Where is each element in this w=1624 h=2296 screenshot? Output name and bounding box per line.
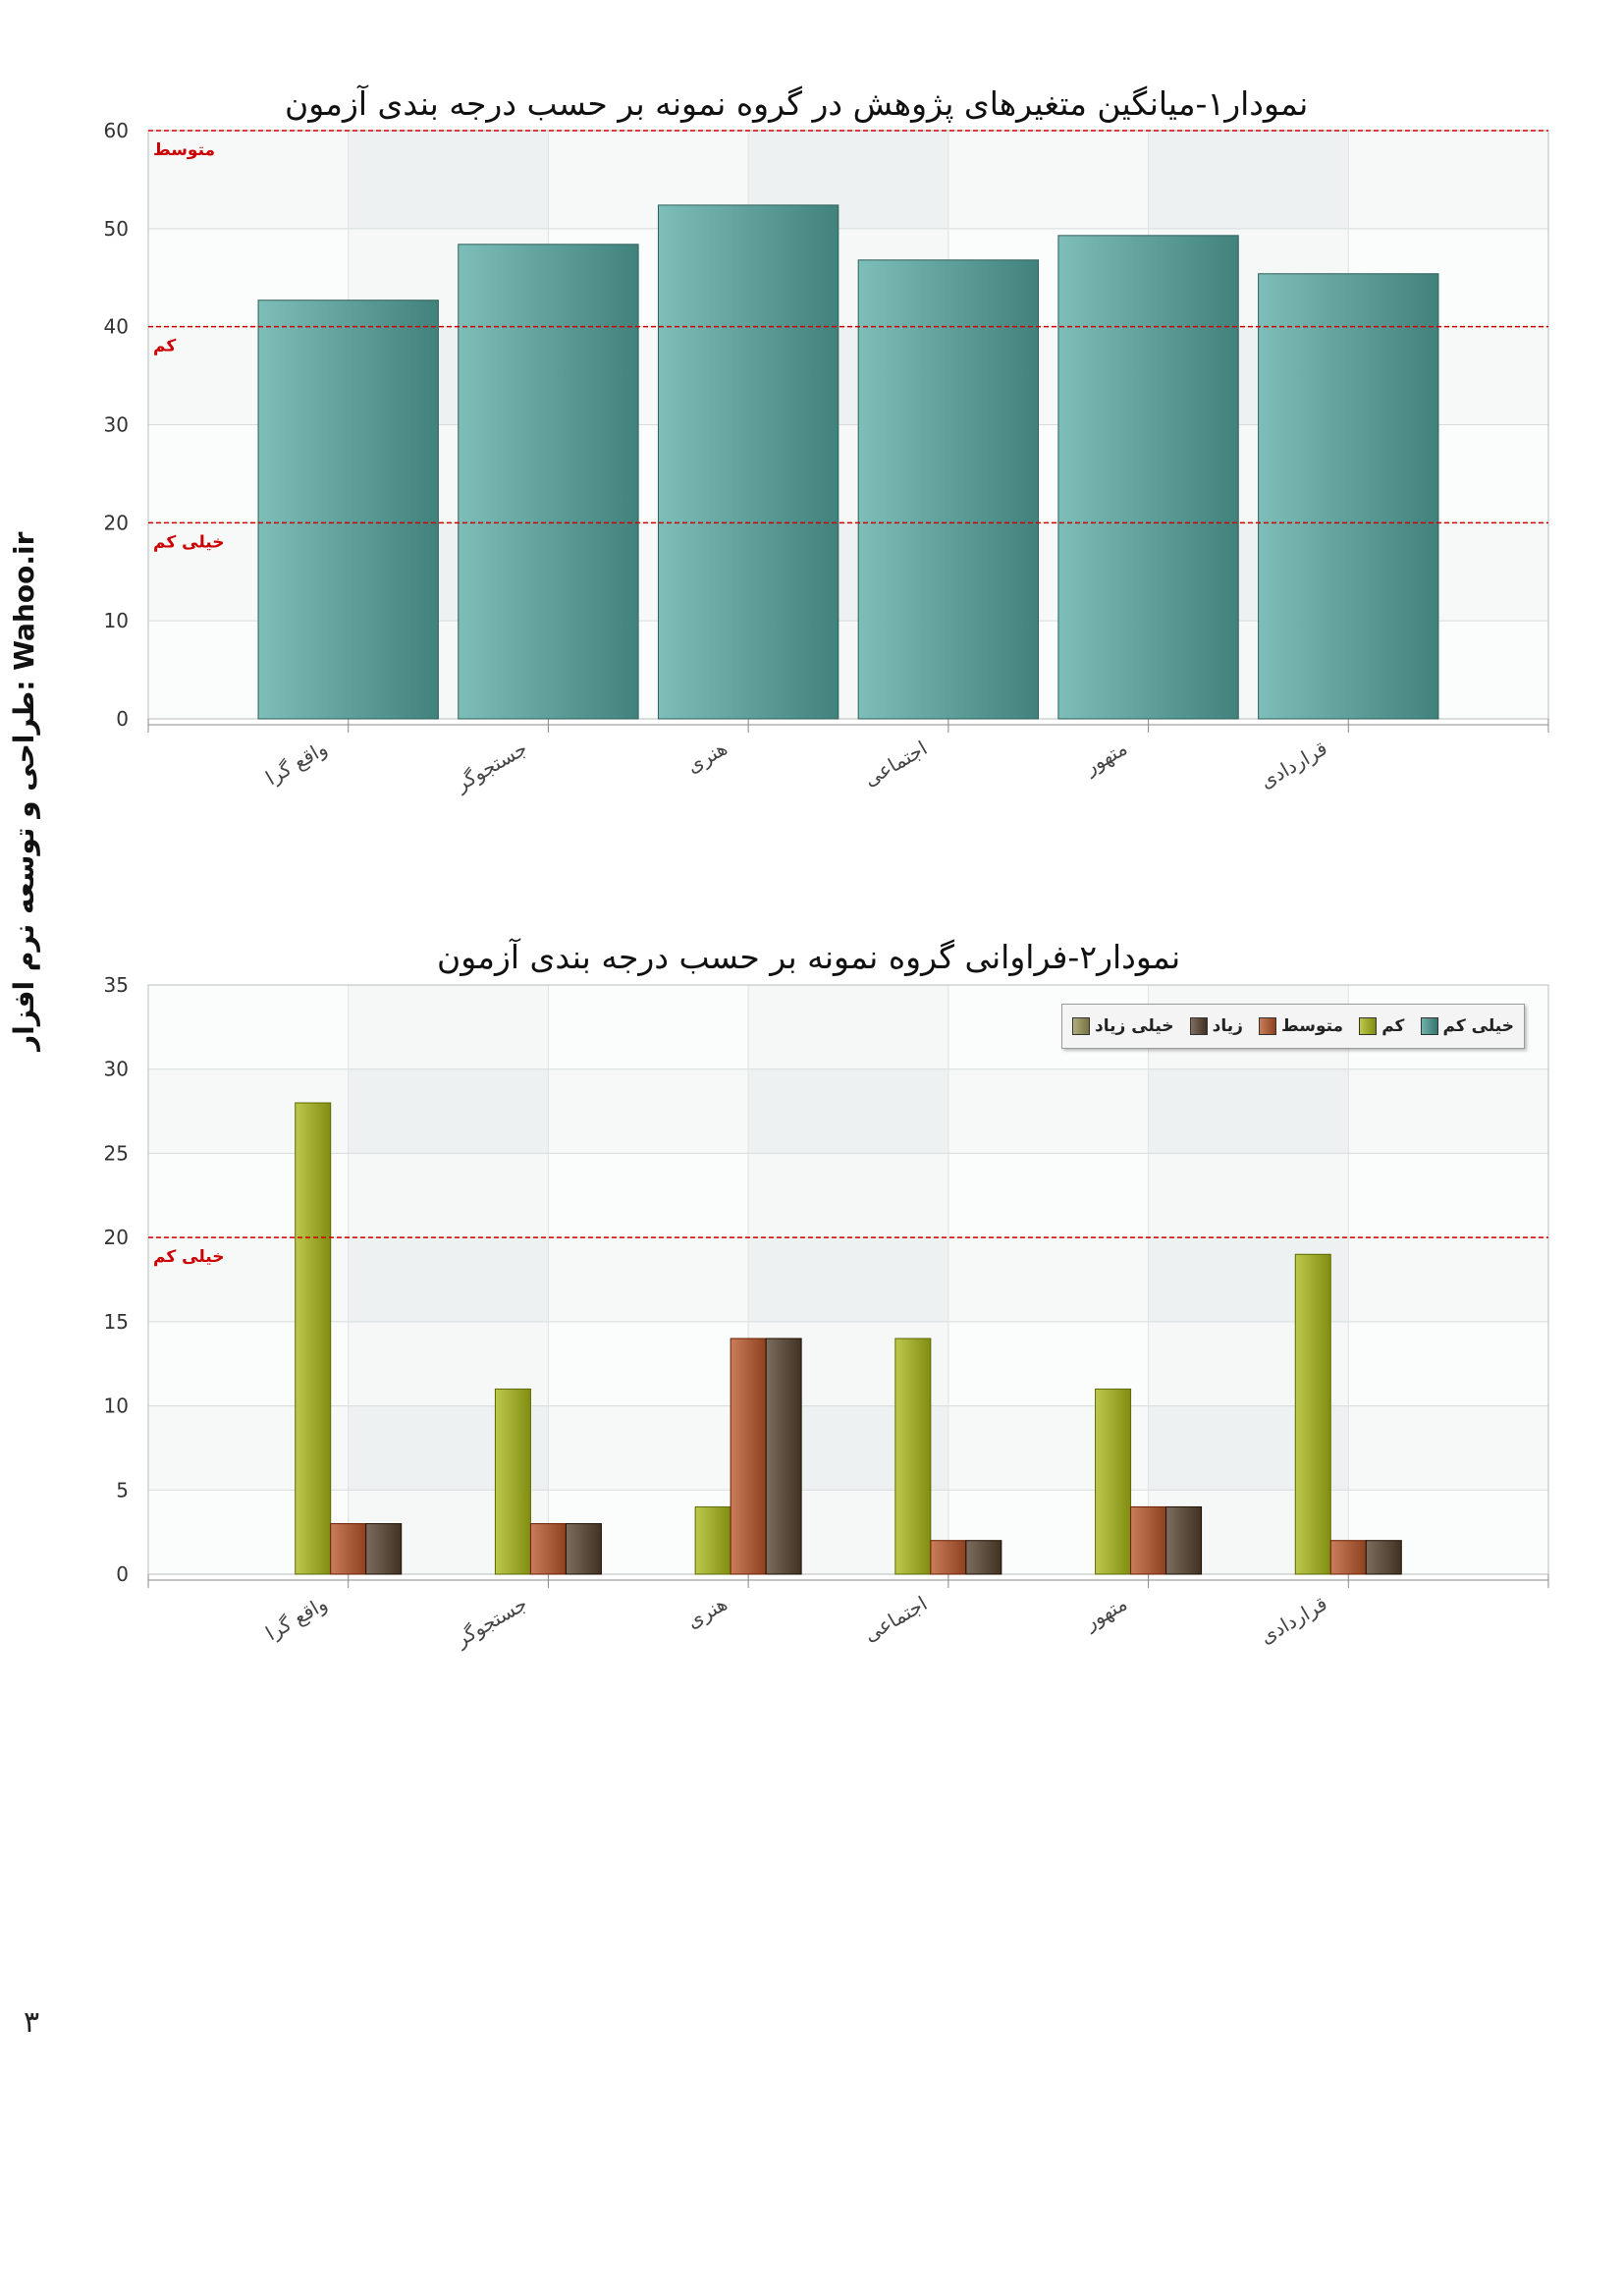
legend-item: زیاد: [1189, 1016, 1243, 1036]
bar: [965, 1540, 1002, 1575]
y-tick-label: 15: [104, 1310, 129, 1334]
bar: [1365, 1540, 1402, 1575]
y-tick-label: 10: [104, 1394, 129, 1418]
bar: [1258, 273, 1439, 720]
bar: [494, 1388, 531, 1575]
x-tick-label: هنری: [682, 1592, 731, 1633]
plot-hband: [148, 1153, 1548, 1238]
reference-line-label: متوسط: [153, 140, 215, 160]
bar: [1294, 1253, 1331, 1575]
legend-item: خیلی زیاد: [1072, 1016, 1174, 1036]
y-tick-label: 5: [116, 1478, 129, 1502]
legend-label: کم: [1381, 1016, 1405, 1036]
bar: [930, 1540, 967, 1575]
bar: [1130, 1505, 1167, 1575]
bar: [1057, 235, 1239, 720]
legend-label: خیلی کم: [1442, 1016, 1514, 1036]
bar: [365, 1523, 403, 1575]
y-tick-label: 0: [116, 1562, 129, 1586]
y-tick-label: 35: [104, 973, 129, 997]
y-tick-label: 20: [104, 1226, 129, 1249]
reference-line-label: خیلی کم: [153, 1247, 224, 1267]
bar: [295, 1102, 332, 1575]
legend-swatch: [1420, 1017, 1438, 1035]
y-tick-label: 30: [104, 1058, 129, 1081]
bar: [894, 1338, 932, 1575]
x-tick-label: اجتماعی: [860, 1592, 932, 1647]
legend-swatch: [1259, 1017, 1277, 1035]
y-tick-label: 0: [116, 707, 129, 731]
bar: [458, 244, 639, 720]
y-tick-label: 20: [104, 511, 129, 534]
y-tick-label: 50: [104, 217, 129, 241]
legend-swatch: [1359, 1017, 1378, 1035]
bar: [565, 1523, 602, 1575]
y-tick-label: 40: [104, 315, 129, 339]
bar: [1165, 1505, 1203, 1575]
chart2-legend: خیلی کم کم متوسط زیاد خیلی زیاد: [1061, 1004, 1525, 1049]
plot-hband: [148, 1321, 1548, 1406]
x-tick-label: جستجوگر: [451, 1592, 531, 1652]
bar: [694, 1505, 731, 1575]
x-tick-label: قراردادی: [1256, 1592, 1331, 1649]
x-tick-label: واقع گرا: [261, 1592, 331, 1646]
legend-swatch: [1189, 1017, 1208, 1035]
reference-line-label: کم: [153, 337, 176, 356]
legend-label: زیاد: [1212, 1016, 1243, 1036]
legend-swatch: [1072, 1017, 1090, 1035]
x-tick-label: متهور: [1079, 1592, 1131, 1635]
y-tick-label: 30: [104, 413, 129, 437]
y-tick-label: 60: [104, 119, 129, 142]
bar: [1095, 1388, 1132, 1575]
y-tick-label: 10: [104, 609, 129, 632]
reference-line-label: خیلی کم: [153, 532, 224, 552]
bar: [529, 1523, 567, 1575]
bar: [730, 1338, 767, 1575]
bar: [657, 204, 839, 720]
page-number: ۳: [24, 2005, 40, 2040]
legend-item: کم: [1359, 1016, 1404, 1036]
bar: [257, 300, 439, 720]
chart1-title: نمودار۱-میانگین متغیرهای پژوهش در گروه ن…: [285, 84, 1309, 123]
plot-border: [147, 984, 1549, 1575]
bar: [857, 259, 1040, 720]
legend-item: خیلی کم: [1420, 1016, 1514, 1036]
legend-item: متوسط: [1259, 1016, 1343, 1036]
bar: [765, 1338, 802, 1575]
legend-label: خیلی زیاد: [1095, 1016, 1174, 1036]
y-tick-label: 25: [104, 1141, 129, 1165]
bar: [330, 1523, 367, 1575]
bar: [1329, 1540, 1367, 1575]
legend-label: متوسط: [1281, 1016, 1344, 1036]
chart2-svg: 0 5 10 15 20 25 30 35 واقع گرا جستجوگر هنری اجتماعی…: [104, 973, 1549, 1652]
chart2-title: نمودار۲-فراوانی گروه نمونه بر حسب درجه ب…: [437, 938, 1181, 976]
